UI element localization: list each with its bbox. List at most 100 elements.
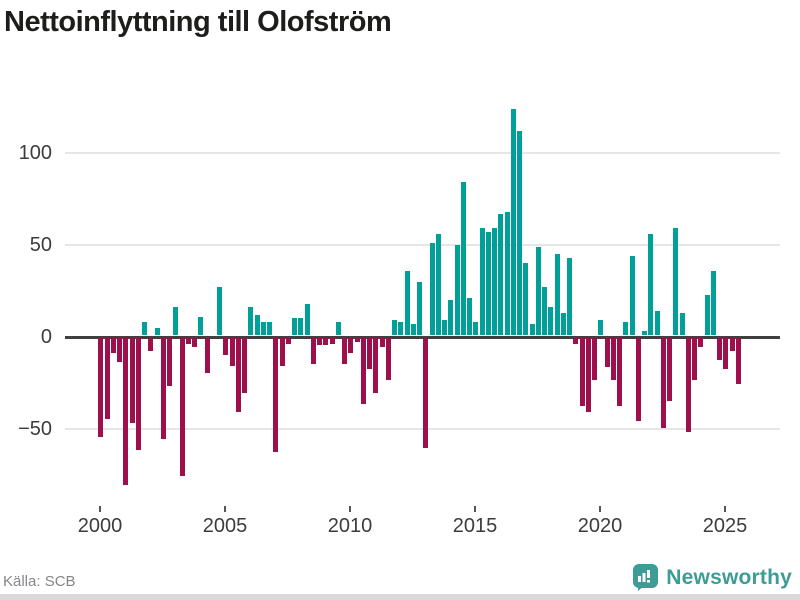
x-axis-tick-label: 2010 [327,515,373,537]
bar-positive [304,304,310,335]
bar-positive [560,313,566,335]
bar-positive [392,320,397,335]
bar-negative [342,338,347,364]
chart-title: Nettoinflyttning till Olofström [4,6,392,38]
source-note: Källa: SCB [3,573,76,590]
bar-positive [429,243,435,335]
bar-negative [148,338,153,351]
bar-positive [498,214,503,335]
bar-negative [717,338,722,360]
bar-positive [473,322,478,335]
bar-negative [579,338,585,406]
bar-positive [710,271,716,335]
bar-positive [435,234,441,335]
bar-positive [504,212,510,335]
bar-negative [735,338,741,384]
bar-positive [248,307,253,335]
bar-positive [467,298,472,335]
bar-positive [548,307,553,335]
bar-negative [360,338,366,404]
gridline [65,152,780,154]
bar-positive [267,322,272,335]
bar-positive [673,228,678,335]
y-axis-tick-label: 0 [40,326,52,348]
bar-negative [367,338,372,369]
x-axis-tick [724,506,726,512]
bar-negative [667,338,672,401]
y-axis-tick-label: 100 [18,142,52,164]
bar-positive [704,295,710,335]
bar-positive [567,258,572,335]
bar-negative [179,338,185,476]
bar-negative [242,338,247,393]
bar-negative [192,338,197,347]
bar-positive [217,287,222,335]
bar-negative [185,338,191,344]
bar-positive [335,322,341,335]
bar-positive [648,234,653,335]
bar-negative [273,338,278,452]
x-axis-tick-label: 2020 [577,515,623,537]
bar-negative [279,338,285,366]
bar-negative [329,338,335,344]
bar-negative [229,338,235,366]
brand-logo[interactable]: Newsworthy [632,563,792,592]
gridline [65,428,780,430]
bar-negative [204,338,210,373]
bar-negative [223,338,228,355]
newsworthy-icon [632,563,659,592]
x-axis-tick-label: 2005 [202,515,248,537]
bar-positive [535,247,541,335]
bar-negative [585,338,591,412]
bar-positive [517,131,522,335]
bar-positive [510,109,516,335]
bar-negative [104,338,110,419]
bar-positive [454,245,460,335]
bar-negative [235,338,241,412]
bar-positive [292,318,297,335]
bar-negative [117,338,122,362]
bar-negative [385,338,391,380]
bar-positive [254,315,260,335]
bar-positive [442,320,447,335]
bar-negative [98,338,103,437]
x-axis-tick [474,506,476,512]
bar-positive [629,256,635,335]
bar-negative [310,338,316,364]
x-axis-tick-label: 2015 [452,515,498,537]
bar-positive [298,318,303,335]
bar-positive [485,232,491,335]
bar-positive [448,300,453,335]
bar-positive [142,322,147,335]
bar-negative [729,338,735,351]
bar-negative [423,338,428,448]
bar-negative [348,338,353,353]
bar-positive [542,287,547,335]
bar-negative [723,338,728,369]
bar-positive [398,322,403,335]
bar-negative [685,338,691,432]
bar-positive [554,254,560,335]
bar-negative [379,338,385,347]
bar-negative [110,338,116,353]
bar-negative [323,338,328,345]
bar-positive [654,311,660,335]
bar-positive [460,182,466,335]
bottom-strip [0,594,800,600]
bar-positive [198,317,203,335]
bar-negative [317,338,322,345]
bar-negative [160,338,166,439]
bar-negative [373,338,378,393]
bar-positive [492,228,497,335]
x-axis-tick-label: 2025 [702,515,748,537]
bar-negative [573,338,578,344]
zero-line [65,336,780,339]
bar-negative [698,338,703,347]
x-axis-tick [224,506,226,512]
bar-negative [167,338,172,386]
bar-negative [660,338,666,428]
bar-negative [635,338,641,421]
bar-positive [479,228,485,335]
bar-negative [692,338,697,380]
